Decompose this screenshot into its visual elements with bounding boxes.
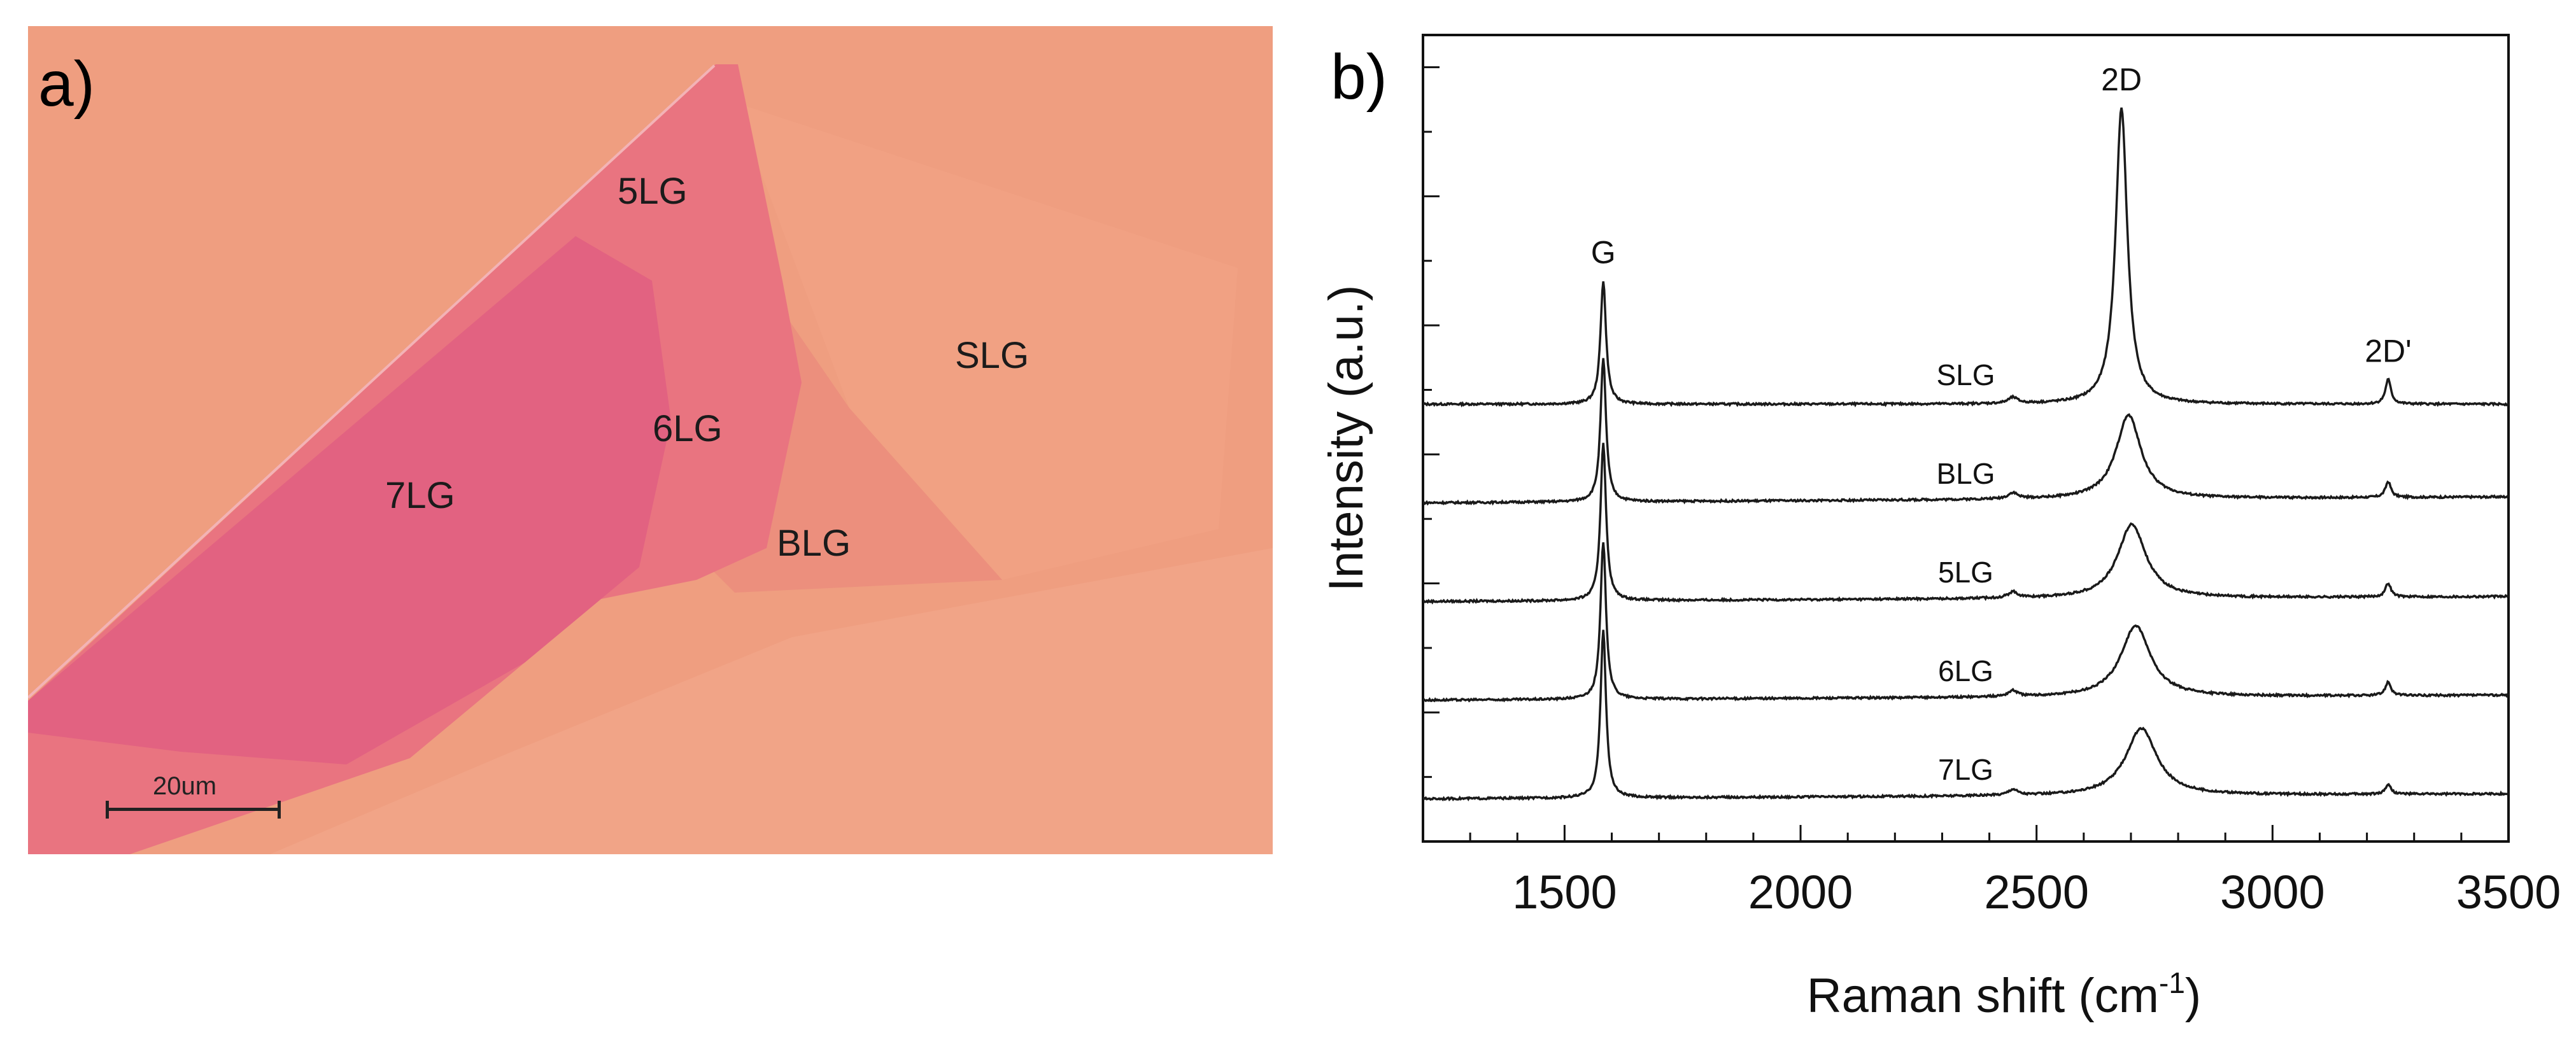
optical-micrograph bbox=[28, 26, 1273, 854]
panel-b-label: b) bbox=[1331, 41, 1387, 113]
flake-label-blg: BLG bbox=[777, 523, 851, 564]
spectra-series bbox=[1422, 107, 2510, 801]
x-tick-label: 3000 bbox=[2220, 866, 2325, 919]
axis-ticks: 1500 2000 2500 3000 3500 bbox=[1422, 66, 2561, 919]
x-axis-label-main: Raman shift (cm bbox=[1807, 969, 2159, 1023]
x-axis-label-superscript: -1 bbox=[2159, 966, 2185, 999]
spectrum-line-blg bbox=[1422, 358, 2509, 506]
chart-labels: SLG BLG 5LG 6LG 7LG G 2D 2D' bbox=[1591, 62, 2412, 786]
peak-label: 2D' bbox=[2365, 333, 2411, 369]
spectrum-line-slg bbox=[1422, 107, 2509, 408]
flake-label-6lg: 6LG bbox=[653, 408, 723, 449]
spectrum-line-7lg bbox=[1422, 630, 2510, 801]
plot-frame bbox=[1422, 34, 2510, 843]
scale-bar-tick-left bbox=[106, 801, 109, 819]
series-label-5lg: 5LG bbox=[1938, 556, 1993, 589]
scale-bar-label: 20um bbox=[153, 772, 217, 800]
spectrum-line-5lg bbox=[1422, 442, 2510, 605]
x-axis-label: Raman shift (cm-1) bbox=[1807, 966, 2201, 1023]
series-label-blg: BLG bbox=[1936, 457, 1995, 490]
spectrum-line-6lg bbox=[1422, 542, 2510, 703]
substrate-lower-region bbox=[270, 548, 1273, 854]
peak-label: G bbox=[1591, 234, 1616, 270]
flake-edge-highlight bbox=[28, 64, 716, 699]
panel-a-label: a) bbox=[38, 48, 95, 120]
series-label-slg: SLG bbox=[1936, 358, 1995, 391]
x-axis-label-close: ) bbox=[2185, 969, 2201, 1023]
seven-lg-region bbox=[28, 236, 671, 764]
x-tick-label: 2500 bbox=[1984, 866, 2089, 919]
flake-label-7lg: 7LG bbox=[385, 475, 455, 516]
flake-image bbox=[28, 26, 1273, 854]
raman-chart: b) 1500 2000 2500 3000 3500 SLG BLG 5LG 6LG 7LG G… bbox=[1319, 34, 2561, 1023]
slg-region bbox=[735, 102, 1238, 580]
scale-bar bbox=[107, 808, 279, 811]
x-tick-label: 3500 bbox=[2456, 866, 2561, 919]
scale-bar-tick-right bbox=[278, 801, 281, 819]
flake-label-5lg: 5LG bbox=[618, 171, 688, 212]
y-axis-label: Intensity (a.u.) bbox=[1319, 285, 1373, 592]
x-tick-label: 2000 bbox=[1748, 866, 1853, 919]
flake-label-slg: SLG bbox=[955, 335, 1030, 376]
series-label-7lg: 7LG bbox=[1938, 753, 1993, 786]
peak-label: 2D bbox=[2101, 62, 2142, 97]
series-label-6lg: 6LG bbox=[1938, 654, 1993, 687]
x-tick-label: 1500 bbox=[1512, 866, 1617, 919]
